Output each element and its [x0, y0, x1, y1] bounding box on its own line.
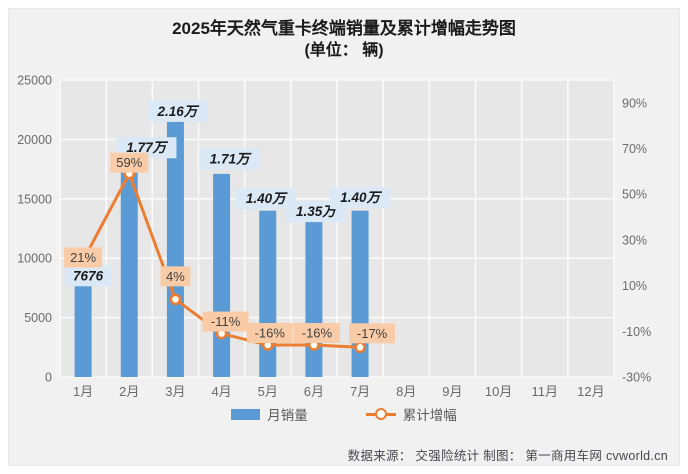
growth-label-bg: [349, 323, 396, 344]
growth-marker-3月: [169, 293, 182, 306]
legend-item-cumulative-growth: 累计增幅: [365, 404, 457, 424]
x-axis-label: 3月: [165, 384, 185, 399]
growth-label-bg: [64, 247, 103, 268]
sales-label-bg: [199, 148, 260, 170]
growth-label-bg: [160, 266, 191, 287]
right-axis-tick: 10%: [622, 279, 647, 293]
sales-label-5月: 1.40万: [246, 191, 288, 206]
x-axis-label: 2月: [119, 384, 139, 399]
left-axis-tick: 25000: [17, 74, 52, 88]
sales-label-bg: [235, 188, 296, 210]
sales-label-3月: 2.16万: [157, 104, 200, 119]
right-axis-tick: 50%: [622, 188, 647, 202]
x-axis-label: 7月: [350, 384, 370, 399]
x-axis-label: 11月: [532, 384, 559, 399]
left-axis-tick: 5000: [24, 311, 52, 325]
growth-label-bg: [293, 323, 340, 344]
x-axis-label: 12月: [577, 384, 604, 399]
growth-label-bg: [202, 311, 249, 332]
sales-label-1月: 7676: [73, 268, 104, 283]
growth-marker-7月: [354, 341, 366, 354]
growth-label-3月: 4%: [166, 269, 185, 284]
right-axis-tick: 30%: [622, 233, 647, 247]
legend-item-monthly-sales: 月销量: [231, 404, 308, 424]
left-axis-tick: 0: [45, 371, 52, 385]
sales-label-bg: [329, 187, 391, 209]
left-axis-tick: 20000: [17, 133, 52, 147]
line-swatch-icon: [365, 408, 396, 420]
x-axis-label: 5月: [258, 384, 278, 399]
growth-label-bg: [246, 323, 293, 344]
growth-label-5月: -16%: [255, 326, 286, 341]
growth-label-2月: 59%: [116, 155, 142, 170]
x-axis-label: 9月: [442, 384, 462, 399]
left-axis-tick: 15000: [17, 192, 52, 206]
growth-label-bg: [110, 152, 149, 173]
left-axis-tick: 10000: [17, 252, 52, 266]
growth-label-1月: 21%: [70, 250, 96, 265]
growth-label-7月: -17%: [357, 326, 388, 341]
growth-label-4月: -11%: [211, 314, 241, 329]
chart-title: 2025年天然气重卡终端销量及累计增幅走势图: [172, 19, 516, 38]
marker-dot-icon: [374, 408, 387, 420]
sales-label-4月: 1.71万: [210, 151, 252, 166]
sales-bar-3月: [166, 120, 184, 377]
right-axis-tick: -30%: [622, 371, 651, 385]
right-axis-tick: -10%: [622, 325, 651, 339]
left-axis: 0 5000 10000 15000 20000 25000: [17, 74, 52, 385]
sales-label-bg: [64, 265, 112, 287]
sales-label-7月: 1.40万: [340, 190, 382, 205]
right-axis-tick: 70%: [622, 142, 647, 156]
x-axis-label: 4月: [211, 384, 231, 399]
x-axis-label: 6月: [304, 384, 324, 399]
bar-swatch-icon: [231, 408, 261, 420]
sales-bar-6月: [305, 216, 323, 377]
legend-label-cumulative-growth: 累计增幅: [402, 408, 457, 423]
sales-bar-1月: [74, 285, 92, 377]
x-axis-label: 8月: [396, 384, 416, 399]
sales-bar-5月: [259, 210, 277, 377]
growth-label-6月: -16%: [302, 326, 333, 341]
legend-label-monthly-sales: 月销量: [267, 408, 308, 423]
x-axis-label: 10月: [485, 384, 512, 399]
sales-label-2月: 1.77万: [126, 140, 168, 155]
growth-pct-labels: 21% 59% 4% -11% -16% -16% -17%: [64, 152, 396, 344]
x-axis-label: 1月: [73, 384, 93, 399]
sales-bar-2月: [120, 166, 138, 377]
right-axis-tick: 90%: [622, 96, 647, 110]
sales-bar-4月: [213, 173, 231, 377]
chart-subtitle: (单位： 辆): [304, 42, 384, 59]
sales-label-6月: 1.35万: [296, 204, 338, 219]
chart-title-block: 2025年天然气重卡终端销量及累计增幅走势图 (单位： 辆): [0, 18, 688, 61]
legend: 月销量 累计增幅: [0, 404, 688, 424]
data-source-footer: 数据来源： 交强险统计 制图： 第一商用车网 cvworld.cn: [347, 449, 668, 463]
x-axis: 1月 2月 3月 4月 5月 6月 7月 8月 9月 10月 11月 12月: [73, 384, 605, 399]
sales-label-bg: [147, 100, 208, 122]
right-axis: 90% 70% 50% 30% 10% -10% -30%: [622, 96, 651, 384]
